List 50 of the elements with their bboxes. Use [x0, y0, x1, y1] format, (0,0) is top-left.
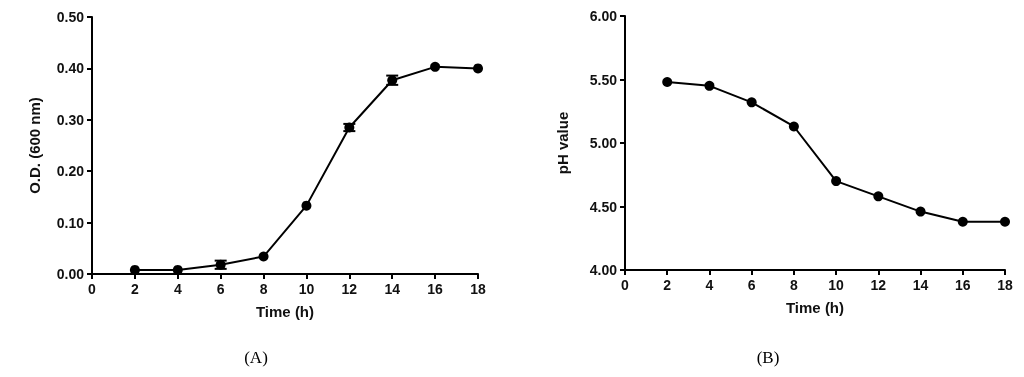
x-tick-label: 16 [427, 281, 444, 297]
y-tick-label: 0.20 [56, 163, 85, 180]
x-tick-label: 18 [997, 277, 1013, 293]
x-tick-label: 12 [870, 277, 887, 293]
x-tick-label: 6 [747, 277, 756, 293]
x-tick-label: 16 [954, 277, 971, 293]
y-tick-label: 5.50 [589, 71, 618, 88]
point [873, 191, 884, 202]
x-tick-label: 14 [912, 277, 929, 293]
x-tick-label: 0 [88, 281, 97, 297]
x-tick-label: 12 [341, 281, 358, 297]
point [1000, 216, 1010, 227]
point [788, 121, 799, 132]
y-axis-title: pH value [554, 111, 571, 175]
x-tick-label: 0 [621, 277, 630, 293]
y-tick-label: 0.40 [56, 60, 85, 77]
x-axis-title: Time (h) [255, 303, 315, 320]
point [430, 61, 441, 72]
text: (B) [756, 348, 780, 367]
point [957, 216, 968, 227]
y-tick-label: 4.50 [589, 198, 618, 215]
point [704, 80, 715, 91]
x-tick-label: 4 [173, 281, 182, 297]
point [301, 200, 312, 211]
x-tick-label: 6 [216, 281, 225, 297]
x-tick-label: 2 [663, 277, 672, 293]
x-tick-label: 10 [298, 281, 315, 297]
text: (A) [244, 348, 268, 367]
x-tick-label: 2 [130, 281, 139, 297]
point [831, 176, 842, 187]
x-tick-label: 4 [705, 277, 714, 293]
point [662, 77, 673, 88]
x-tick-label: 14 [384, 281, 401, 297]
point [915, 206, 926, 217]
point [746, 97, 757, 108]
x-tick-label: 18 [470, 281, 486, 297]
point [473, 63, 483, 74]
x-tick-label: 8 [789, 277, 798, 293]
y-tick-label: 0.50 [56, 9, 85, 25]
y-tick-label: 0.00 [56, 266, 85, 282]
y-tick-label: 5.00 [589, 135, 618, 151]
y-tick-label: 0.30 [56, 111, 85, 128]
y-tick-label: 4.00 [589, 262, 618, 278]
x-tick-label: 10 [828, 277, 845, 293]
y-tick-label: 6.00 [589, 8, 618, 24]
x-axis-title: Time (h) [785, 299, 845, 316]
y-axis-title: O.D. (600 nm) [26, 97, 43, 194]
x-tick-label: 8 [259, 281, 268, 297]
point [258, 251, 269, 262]
y-tick-label: 0.10 [56, 214, 85, 231]
